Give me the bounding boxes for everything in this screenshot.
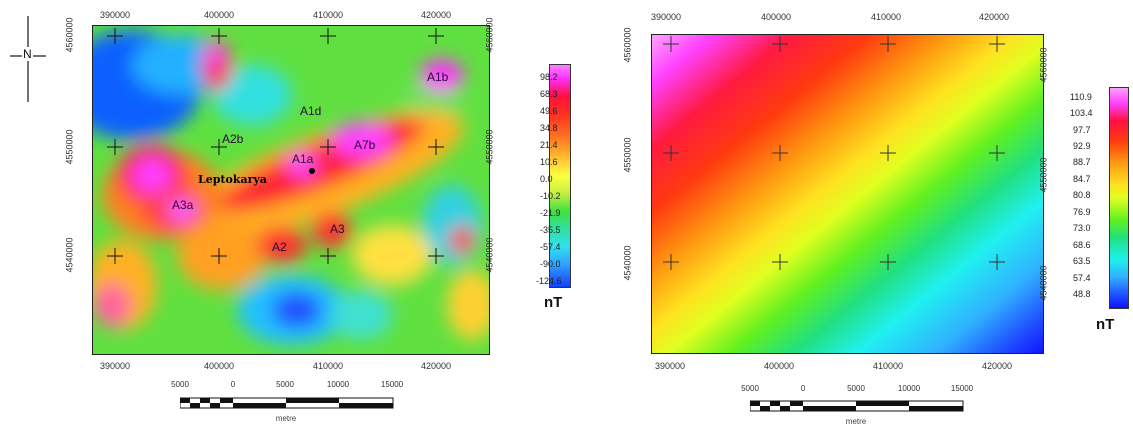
y-tick-left: 4550000 <box>64 129 75 165</box>
colorbar-unit: nT <box>544 294 563 311</box>
right-scale-bar <box>750 400 964 412</box>
anomaly-label: A2 <box>272 240 287 254</box>
colorbar-label: 21.4 <box>540 140 558 150</box>
anomaly-label: A3 <box>330 222 345 236</box>
x-tick-top: 410000 <box>312 10 344 20</box>
scale-label: 15000 <box>380 380 404 389</box>
x-tick-bottom: 420000 <box>981 361 1013 371</box>
colorbar-label: -90.0 <box>540 259 561 269</box>
town-marker <box>309 168 315 174</box>
anomaly-label: A1a <box>292 152 314 166</box>
x-tick-top: 400000 <box>203 10 235 20</box>
colorbar-label: 57.4 <box>1073 273 1091 283</box>
north-letter: N <box>22 47 33 61</box>
colorbar-label: -21.9 <box>540 208 561 218</box>
x-tick-top: 390000 <box>99 10 131 20</box>
y-tick-right: 4540000 <box>484 237 495 273</box>
colorbar-label: 68.6 <box>1073 240 1091 250</box>
scale-label: 10000 <box>897 384 921 393</box>
y-tick-left: 4540000 <box>64 237 75 273</box>
x-tick-top: 420000 <box>420 10 452 20</box>
colorbar-label: 84.7 <box>1073 174 1091 184</box>
colorbar-label: 103.4 <box>1070 108 1093 118</box>
y-tick-left: 4540000 <box>622 245 633 281</box>
scale-label: 0 <box>230 380 236 389</box>
colorbar-label: 63.5 <box>1073 256 1091 266</box>
colorbar-label: 68.3 <box>540 89 558 99</box>
scale-label: 10000 <box>326 380 350 389</box>
colorbar-label: 110.9 <box>1070 92 1092 102</box>
colorbar-label: 88.7 <box>1073 157 1091 167</box>
colorbar-label: -10.2 <box>540 191 561 201</box>
anomaly-label: A3a <box>172 198 194 212</box>
x-tick-bottom: 390000 <box>99 361 131 371</box>
x-tick-top: 410000 <box>870 12 902 22</box>
colorbar-label: 49.6 <box>540 106 558 116</box>
x-tick-bottom: 410000 <box>312 361 344 371</box>
scale-label: 5000 <box>847 384 865 393</box>
y-tick-right: 4550000 <box>1038 157 1049 193</box>
colorbar-label: 34.8 <box>540 123 558 133</box>
colorbar-label: -35.5 <box>540 225 561 235</box>
x-tick-bottom: 390000 <box>654 361 686 371</box>
scale-label: 5000 <box>171 380 189 389</box>
x-tick-bottom: 400000 <box>203 361 235 371</box>
y-tick-left: 4560000 <box>622 27 633 63</box>
place-label-leptokarya: Leptokarya <box>198 173 267 186</box>
right-regional-field-map <box>651 34 1044 354</box>
colorbar-label: 10.6 <box>540 157 558 167</box>
colorbar-label: -124.6 <box>536 276 562 286</box>
y-tick-left: 4560000 <box>64 17 75 53</box>
colorbar-label: 48.8 <box>1073 289 1091 299</box>
x-tick-bottom: 400000 <box>763 361 795 371</box>
anomaly-label: A7b <box>354 138 376 152</box>
y-tick-left: 4550000 <box>622 137 633 173</box>
scale-label: 0 <box>800 384 806 393</box>
scale-label: 15000 <box>950 384 974 393</box>
right-colorbar <box>1109 87 1129 309</box>
anomaly-label: A1b <box>427 70 449 84</box>
x-tick-top: 420000 <box>978 12 1010 22</box>
scale-unit: metre <box>275 414 297 423</box>
y-tick-right: 4540000 <box>1038 265 1049 301</box>
colorbar-label: 98.2 <box>540 72 558 82</box>
colorbar-label: 0.0 <box>540 174 553 184</box>
scale-label: 5000 <box>741 384 759 393</box>
colorbar-label: 73.0 <box>1073 223 1091 233</box>
x-tick-top: 400000 <box>760 12 792 22</box>
anomaly-label: A1d <box>300 104 322 118</box>
x-tick-top: 390000 <box>650 12 682 22</box>
y-tick-right: 4550000 <box>484 129 495 165</box>
anomaly-label: A2b <box>222 132 244 146</box>
x-tick-bottom: 420000 <box>420 361 452 371</box>
x-tick-bottom: 410000 <box>872 361 904 371</box>
scale-label: 5000 <box>276 380 294 389</box>
colorbar-label: -57.4 <box>540 242 561 252</box>
scale-unit: metre <box>845 417 867 426</box>
colorbar-label: 97.7 <box>1073 125 1091 135</box>
colorbar-label: 92.9 <box>1073 141 1091 151</box>
y-tick-right: 4560000 <box>484 17 495 53</box>
colorbar-label: 80.8 <box>1073 190 1091 200</box>
north-arrow: N <box>8 14 48 104</box>
left-anomaly-map <box>92 25 490 355</box>
colorbar-label: 76.9 <box>1073 207 1091 217</box>
left-scale-bar <box>180 397 394 409</box>
left-colorbar <box>549 64 571 288</box>
colorbar-unit: nT <box>1096 316 1115 333</box>
y-tick-right: 4560000 <box>1038 47 1049 83</box>
